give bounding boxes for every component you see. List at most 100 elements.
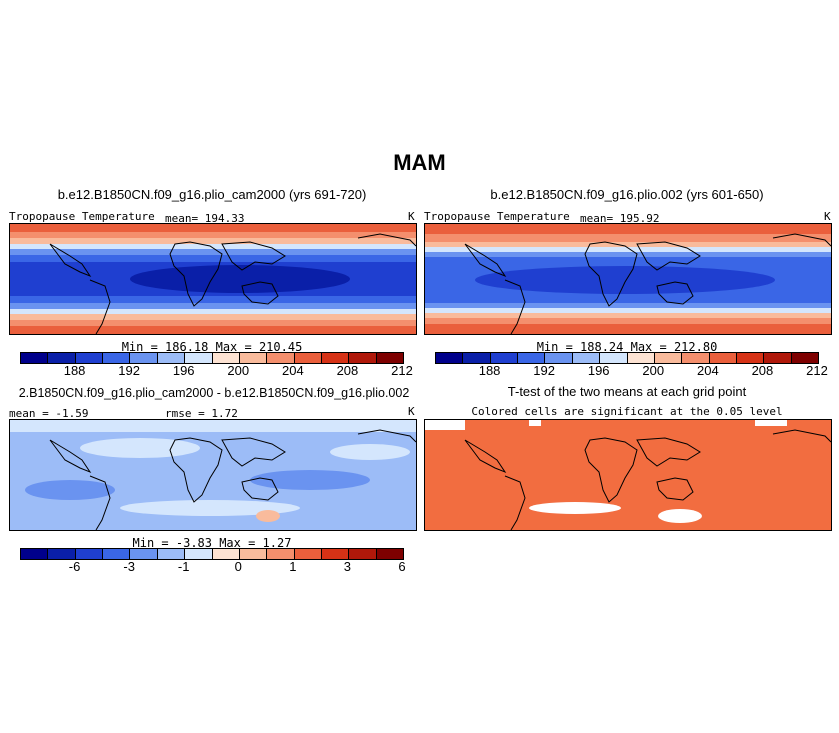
warm-pool-core (475, 266, 775, 294)
panel1-colorbar-tick-label: 204 (281, 363, 304, 378)
panel2-colorbar-swatch-1 (463, 353, 491, 363)
panel1-colorbar-swatch-11 (321, 353, 350, 363)
panel2-colorbar-tick-label: 208 (751, 363, 774, 378)
panel2-colorbar-tick-label: 212 (806, 363, 828, 378)
panel1-colorbar-tick-label: 192 (118, 363, 140, 378)
panel1-variable: Tropopause Temperature (9, 210, 155, 223)
panel2-colorbar-swatch-4 (545, 353, 573, 363)
panel1-map-svg (10, 224, 416, 334)
panel2-colorbar-tick-label: 196 (587, 363, 610, 378)
panel2-colorbar-swatch-12 (764, 353, 792, 363)
panel2-colorbar-ticks: 188 192 196 200 204 208 212 (435, 363, 828, 379)
panel1-colorbar-swatch-8 (239, 353, 268, 363)
panel1-colorbar-tick-label: 196 (172, 363, 195, 378)
panel2-variable: Tropopause Temperature (424, 210, 570, 223)
panel2-map-svg (425, 224, 831, 334)
panel3-minmax: Min = -3.83 Max = 1.27 (132, 536, 292, 550)
panel3-colorbar-swatch-8 (239, 549, 268, 559)
panel1-title: b.e12.B1850CN.f09_g16.plio_cam2000 (yrs … (57, 187, 367, 202)
panel1-colorbar-swatch-9 (267, 353, 295, 363)
panel3-units: K (408, 405, 415, 418)
panel2-map (424, 223, 832, 335)
insignificant-cell-5 (658, 509, 702, 523)
panel2-colorbar-swatch-6 (600, 353, 628, 363)
panel1-units: K (408, 210, 415, 223)
diff-patch-2 (330, 444, 410, 460)
figure-title: MAM (393, 150, 446, 175)
panel3-map-svg (10, 420, 416, 530)
panel2-title: b.e12.B1850CN.f09_g16.plio.002 (yrs 601-… (490, 187, 764, 202)
panel3-colorbar-swatch-12 (349, 549, 377, 559)
panel1-colorbar-swatch-3 (103, 353, 131, 363)
diff-patch-4 (250, 470, 370, 490)
panel3-colorbar-swatch-4 (130, 549, 158, 559)
panel2-colorbar (435, 352, 819, 364)
diff-patch-6 (256, 510, 280, 522)
panel1-colorbar-swatch-0 (21, 353, 49, 363)
panel3-colorbar-swatch-7 (212, 549, 240, 559)
panel1-colorbar-tick-label: 200 (227, 363, 250, 378)
diff-patch-1 (80, 438, 200, 458)
panel2-colorbar-swatch-2 (490, 353, 519, 363)
panel3-mean: mean = -1.59 (9, 407, 89, 420)
panel3-colorbar-tick-label: 3 (343, 559, 352, 574)
panel3-colorbar-swatch-0 (21, 549, 49, 559)
panel4-title: T-test of the two means at each grid poi… (507, 384, 747, 399)
coastlines (464, 429, 831, 530)
panel1-colorbar-tick-label: 208 (336, 363, 359, 378)
panel3-colorbar-swatch-5 (157, 549, 186, 559)
warm-pool-core (130, 265, 350, 293)
panel2-colorbar-swatch-11 (736, 353, 765, 363)
panel2-colorbar-tick-label: 200 (642, 363, 665, 378)
insignificant-cell-4 (529, 502, 621, 514)
panel2-colorbar-swatch-8 (654, 353, 683, 363)
panel1-mean: mean= 194.33 (165, 212, 245, 225)
panel3-colorbar-tick-label: 1 (289, 559, 297, 574)
panel1-colorbar-swatch-12 (349, 353, 377, 363)
panel1-colorbar-swatch-13 (376, 353, 404, 363)
panel2-colorbar-swatch-10 (709, 353, 737, 363)
panel1-colorbar-tick-label: 188 (63, 363, 86, 378)
insignificant-cell-3 (755, 420, 787, 426)
panel2-colorbar-tick-label: 192 (533, 363, 555, 378)
panel1-colorbar-swatch-6 (185, 353, 213, 363)
panel2-colorbar-swatch-7 (627, 353, 655, 363)
significant-cells (425, 420, 831, 530)
panel3-colorbar-swatch-10 (294, 549, 322, 559)
panel3-colorbar-swatch-2 (75, 549, 104, 559)
insignificant-cell-2 (529, 420, 541, 426)
panel3-colorbar-tick-label: -6 (68, 559, 81, 574)
panel1-colorbar-swatch-5 (157, 353, 186, 363)
diff-patch-5 (25, 480, 115, 500)
panel4-map-svg (425, 420, 831, 530)
panel3-colorbar-ticks: -6 -3 -1 0 1 3 6 (20, 559, 406, 575)
diff-north-band (10, 420, 416, 432)
coastlines (49, 233, 416, 334)
panel3-colorbar-tick-label: 0 (234, 559, 242, 574)
coastlines (464, 233, 831, 334)
panel3-colorbar-tick-label: 6 (398, 559, 406, 574)
panel3-colorbar (20, 548, 404, 560)
panel2-colorbar-swatch-0 (436, 353, 464, 363)
panel3-colorbar-tick-label: -1 (177, 559, 190, 574)
panel1-colorbar-tick-label: 212 (391, 363, 413, 378)
panel3-colorbar-swatch-11 (321, 549, 350, 559)
panel1-colorbar (20, 352, 404, 364)
panel2-mean: mean= 195.92 (580, 212, 660, 225)
panel1-colorbar-swatch-1 (48, 353, 76, 363)
panel1-colorbar-swatch-4 (130, 353, 158, 363)
panel1-minmax: Min = 186.18 Max = 210.45 (121, 340, 303, 354)
panel2-colorbar-swatch-3 (518, 353, 546, 363)
panel3-colorbar-swatch-13 (376, 549, 404, 559)
panel1-map (9, 223, 417, 335)
panel1-colorbar-ticks: 188 192 196 200 204 208 212 (20, 363, 413, 379)
panel2-colorbar-swatch-13 (791, 353, 819, 363)
panel2-colorbar-tick-label: 204 (696, 363, 719, 378)
panel2-colorbar-tick-label: 188 (478, 363, 501, 378)
panel2-colorbar-swatch-5 (572, 353, 601, 363)
panel1-colorbar-swatch-10 (294, 353, 322, 363)
panel1-colorbar-swatch-7 (212, 353, 240, 363)
panel3-colorbar-swatch-9 (267, 549, 295, 559)
panel1-colorbar-swatch-2 (75, 353, 104, 363)
insignificant-cell-1 (425, 420, 465, 430)
